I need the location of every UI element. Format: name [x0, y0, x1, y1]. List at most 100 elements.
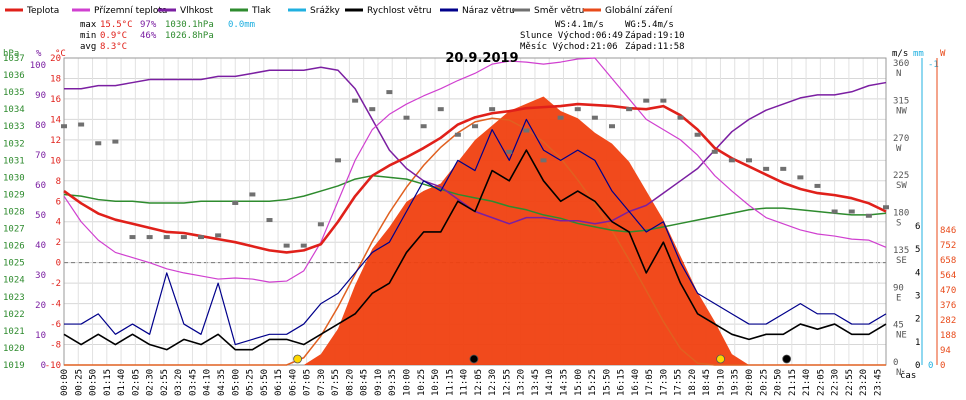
sunrise-marker [293, 354, 302, 364]
tick-label-w: 658 [940, 256, 956, 266]
tick-label-direction: 90 [893, 283, 904, 293]
tick-label-time: 07:55 [331, 369, 341, 396]
tick-label-time: 02:30 [146, 369, 156, 396]
wind-direction-point [831, 209, 838, 214]
wind-direction-point [317, 222, 324, 227]
tick-label-time: 16:40 [631, 369, 641, 396]
tick-label-time: 04:10 [203, 369, 213, 396]
tick-label-c: 14 [50, 115, 61, 125]
tick-label-time: 18:20 [688, 369, 698, 396]
tick-label-time: 12:30 [488, 369, 498, 396]
wind-direction-point [163, 235, 170, 240]
wind-direction-point [472, 124, 478, 129]
tick-label-time: 11:40 [460, 369, 470, 396]
tick-label-compass: N [896, 69, 901, 79]
wind-direction-point [352, 98, 359, 103]
legend-label: Vlhkost [180, 6, 213, 16]
stats-max-temp: 15.5°C [100, 20, 133, 30]
tick-label-time: 21:15 [788, 369, 798, 396]
tick-label-hpa: 1029 [3, 190, 25, 200]
tick-label-time: 00:50 [89, 369, 99, 396]
wind-direction-point [198, 235, 204, 240]
moonset-marker [469, 354, 479, 364]
tick-label-w: 94 [940, 346, 951, 356]
tick-label-time: 12:05 [474, 369, 484, 396]
pressure-line [63, 174, 887, 233]
tick-label-pct: 60 [35, 181, 46, 191]
tick-label-compass: SW [896, 181, 907, 191]
wind-direction-point [335, 158, 341, 163]
wind-direction-point [78, 122, 85, 127]
tick-label-time: 10:25 [417, 369, 427, 396]
tick-label-direction: 135 [893, 246, 909, 256]
tick-label-time: 12:55 [502, 369, 512, 396]
tick-label-hpa: 1020 [3, 344, 25, 354]
tick-label-time: 01:40 [117, 369, 127, 396]
tick-label-hpa: 1035 [3, 88, 25, 98]
tick-label-time: 05:00 [231, 369, 241, 396]
wind-direction-point [677, 115, 684, 120]
stats-max-hum: 97% [140, 20, 157, 30]
info-sunset: Západ:19:10 [625, 31, 685, 41]
tick-label-c: -10 [45, 361, 61, 371]
tick-label-compass: S [896, 219, 901, 229]
stats-min-press: 1026.8hPa [165, 31, 214, 41]
axis-title-w: W [940, 49, 946, 59]
legend-label: Globální záření [605, 6, 673, 16]
wind-direction-point [660, 98, 667, 103]
legend-label: Náraz větru [462, 6, 515, 16]
tick-label-hpa: 1034 [3, 105, 25, 115]
tick-label-w: 188 [940, 331, 956, 341]
tick-label-pct: 0 [41, 361, 46, 371]
tick-label-time: 20:00 [745, 369, 755, 396]
tick-label-direction: 225 [893, 171, 909, 181]
tick-label-time: 01:15 [103, 369, 113, 396]
legend-label: Přízemní teplota [94, 6, 167, 16]
axis-title-mm: mm [913, 49, 924, 59]
radiation-area [64, 96, 886, 365]
tick-label-time: 13:45 [531, 369, 541, 396]
wind-direction-point [797, 175, 804, 180]
tick-label-time: 10:50 [431, 369, 441, 396]
tick-label-time: 09:10 [374, 369, 384, 396]
tick-label-direction: 0 [893, 358, 898, 368]
tick-label-ms: 0 [915, 361, 920, 371]
tick-label-time: 00:25 [74, 369, 84, 396]
tick-label-time: 07:05 [303, 369, 313, 396]
tick-label-c: -4 [50, 300, 61, 310]
tick-label-c: 4 [56, 218, 61, 228]
wind-direction-point [489, 107, 496, 112]
tick-label-time: 03:45 [188, 369, 198, 396]
tick-label-ms: 2 [915, 315, 920, 325]
legend-label: Rychlost větru [367, 6, 432, 16]
tick-label-time: 13:20 [517, 369, 527, 396]
tick-label-hpa: 1025 [3, 259, 25, 269]
wind-direction-point [763, 166, 770, 171]
info-wg: WG:5.4m/s [625, 20, 674, 30]
legend-label: Směr větru [534, 6, 584, 16]
tick-label-time: 15:00 [574, 369, 584, 396]
legend: Teplota Přízemní teplota Vlhkost Tlak Srážky… [5, 6, 673, 16]
tick-label-time: 15:50 [602, 369, 612, 396]
axes-layer: hPa% °C1037103610351034103310321031103010… [3, 49, 956, 396]
chart-title: 20.9.2019 [445, 51, 518, 66]
tick-label-hpa: 1021 [3, 327, 25, 337]
wind-direction-point [711, 149, 718, 154]
tick-label-c: 18 [50, 74, 61, 84]
tick-label-time: 15:25 [588, 369, 598, 396]
wind-direction-point [883, 205, 889, 210]
tick-label-hpa: 1019 [3, 361, 25, 371]
tick-label-time: 23:45 [873, 369, 883, 396]
tick-label-w: 0 [940, 361, 945, 371]
wind-direction-point [437, 107, 444, 112]
tick-label-pct: 100 [30, 61, 46, 71]
wind-direction-point [300, 243, 307, 248]
tick-label-direction: 45 [893, 321, 904, 331]
tick-label-c: 16 [50, 95, 61, 105]
info-moonrise: Měsíc Východ:21:06 [520, 42, 618, 52]
tick-label-hpa: 1024 [3, 276, 25, 286]
tick-label-ms: 6 [915, 222, 920, 232]
tick-label-hpa: 1033 [3, 122, 25, 132]
tick-label-hpa: 1028 [3, 208, 25, 218]
wind-direction-point [403, 115, 410, 120]
